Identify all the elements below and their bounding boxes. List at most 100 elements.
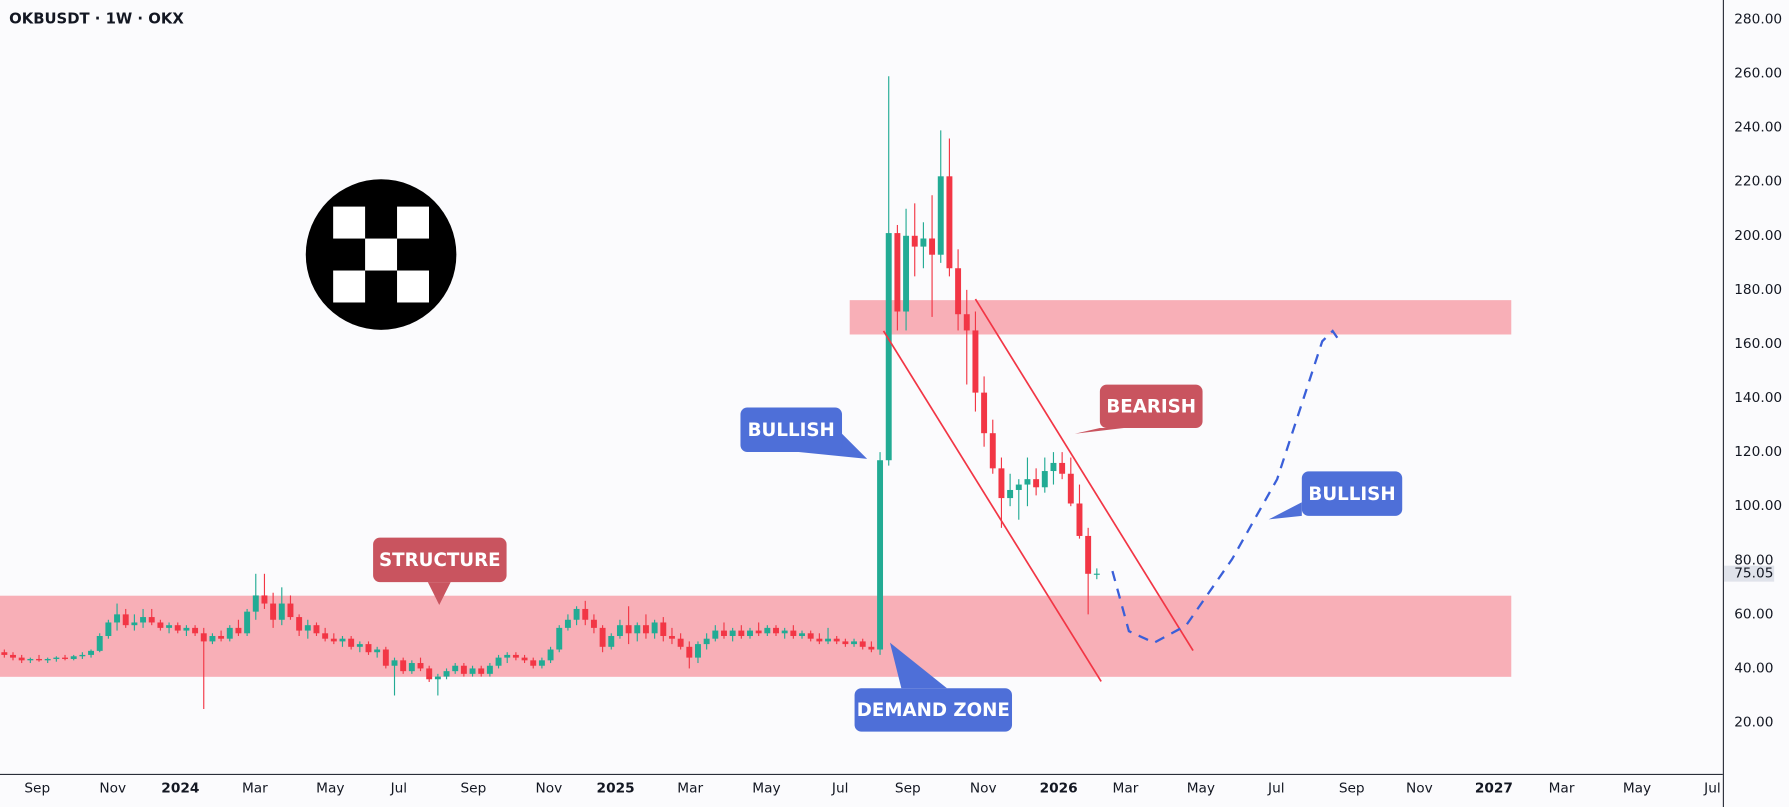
candle-body (877, 460, 884, 650)
x-tick-label: Nov (970, 781, 997, 797)
candle-body (764, 627, 771, 634)
candle-body (703, 638, 710, 645)
callout-box (740, 407, 843, 453)
candle-body (278, 603, 285, 620)
callout-tail (889, 642, 947, 689)
candle-body (434, 676, 441, 680)
candle-body (851, 641, 858, 645)
annotations: BULLISH BEARISH STRUCTURE DEMAND ZONE BULLIS… (373, 384, 1403, 732)
candle-body (911, 235, 918, 247)
candle-body (590, 619, 597, 628)
trend-line (882, 330, 1102, 682)
candle-body (790, 630, 797, 636)
x-tick-label: May (752, 781, 780, 797)
candle-body (192, 627, 199, 634)
candle-body (642, 625, 649, 634)
candle-body (608, 635, 615, 647)
candle-body (365, 644, 372, 653)
candle-body (972, 330, 979, 393)
zones (0, 300, 1512, 677)
candle-body (504, 654, 511, 658)
candle-body (547, 649, 554, 661)
y-tick-label: 160.00 (1734, 336, 1782, 352)
x-tick-label: Sep (461, 781, 487, 797)
candle-body (538, 660, 545, 666)
y-tick-label: 180.00 (1734, 282, 1782, 298)
last-price-box (1723, 565, 1775, 582)
candle-body (486, 665, 493, 674)
x-tick-label: 2025 (597, 781, 635, 797)
x-tick-label: May (1187, 781, 1215, 797)
y-tick-label: 20.00 (1734, 715, 1773, 731)
candle-body (261, 595, 268, 604)
candle-body (1067, 473, 1074, 504)
candle-body (209, 635, 216, 642)
candle-body (998, 468, 1005, 499)
candle-body (903, 235, 910, 312)
candle-body (426, 668, 433, 680)
candle-body (88, 650, 95, 655)
candle-body (417, 663, 424, 669)
y-tick-label: 220.00 (1734, 174, 1782, 190)
x-tick-label: Mar (242, 781, 268, 797)
candle-body (816, 638, 823, 642)
candle-body (599, 627, 606, 647)
candle-body (807, 633, 814, 639)
callout-label: BULLISH (748, 420, 835, 441)
candle-body (304, 625, 311, 631)
candle-body (668, 635, 675, 639)
candle-body (495, 657, 502, 666)
candle-body (564, 619, 571, 628)
callout-box (373, 537, 507, 583)
callout-label: DEMAND ZONE (857, 700, 1010, 721)
candle-body (833, 638, 840, 642)
candle-body (920, 238, 927, 247)
candle-body (677, 638, 684, 647)
candle-body (695, 644, 701, 658)
candle-body (270, 603, 277, 620)
candle-body (114, 614, 121, 623)
candle-body (18, 657, 25, 661)
candle-body (1041, 471, 1048, 488)
callout-label: STRUCTURE (379, 550, 501, 571)
callout-tail (1074, 428, 1124, 434)
x-tick-label: Jul (831, 781, 849, 797)
axes: 20.00 40.00 60.00 80.00 100.00 120.00 140.00 16… (24, 11, 1782, 796)
candle-body (148, 617, 155, 623)
candle-body (408, 663, 415, 672)
candle-body (955, 268, 962, 315)
candle-body (53, 657, 60, 659)
y-tick-label: 140.00 (1734, 390, 1782, 406)
x-tick-label: Nov (1406, 781, 1433, 797)
candle-body (174, 625, 181, 631)
y-tick-label: 280.00 (1734, 11, 1782, 27)
candle-body (981, 392, 988, 434)
candle-body (252, 595, 259, 612)
candle-body (235, 627, 242, 634)
candle-body (313, 625, 320, 634)
x-tick-label: Mar (1549, 781, 1575, 797)
candle-body (946, 176, 953, 269)
callout-box (854, 688, 1013, 732)
y-tick-label: 240.00 (1734, 120, 1782, 136)
candle-body (296, 617, 303, 631)
candle-body (1, 652, 8, 655)
candle-body (868, 646, 875, 650)
candle-body (616, 625, 623, 636)
candle-body (512, 654, 519, 658)
candle-body (478, 668, 485, 674)
candle-body (738, 630, 745, 636)
y-tick-label: 200.00 (1734, 228, 1782, 244)
x-tick-label: May (316, 781, 344, 797)
y-tick-label: 260.00 (1734, 66, 1782, 82)
candle-body (1007, 489, 1014, 499)
candle-body (96, 635, 103, 651)
x-tick-label: Nov (535, 781, 562, 797)
candle-body (651, 622, 658, 634)
logo-square (397, 270, 429, 303)
candle-body (44, 658, 51, 661)
candle-body (391, 660, 398, 666)
candle-body (1085, 535, 1092, 574)
candle-body (452, 665, 459, 672)
